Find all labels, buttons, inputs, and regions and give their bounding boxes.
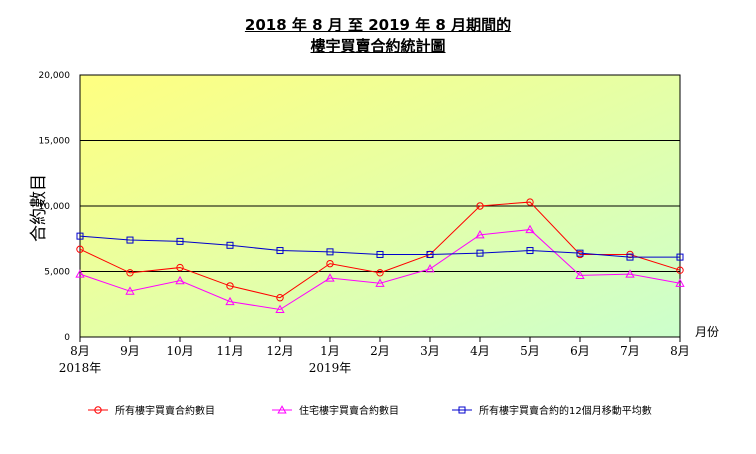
- data-point: [226, 282, 234, 290]
- data-point: [175, 275, 185, 285]
- legend-marker: [94, 406, 102, 414]
- series-line: [79, 201, 681, 299]
- legend-marker: [277, 405, 287, 414]
- x-tick-label: 9月: [120, 344, 140, 358]
- series-3: [76, 232, 684, 261]
- chart-title-line1: 2018 年 8 月 至 2019 年 8 月期間的: [244, 16, 512, 34]
- data-point: [676, 253, 684, 261]
- data-point: [75, 269, 85, 278]
- x-year-label: 2018年: [59, 361, 102, 375]
- data-point: [376, 250, 384, 258]
- data-point: [326, 259, 334, 268]
- data-point: [276, 247, 284, 255]
- data-point: [326, 248, 334, 256]
- data-point: [526, 198, 534, 206]
- y-tick-label: 0: [64, 333, 70, 343]
- data-point: [476, 202, 484, 210]
- legend-item-3: 所有樓宇買賣合約的12個月移動平均數: [452, 404, 652, 417]
- data-point: [526, 247, 534, 255]
- series-line: [79, 235, 680, 258]
- x-tick-label: 11月: [216, 344, 243, 358]
- data-point: [426, 250, 434, 258]
- legend-item-2: 住宅樓宇買賣合約數目: [272, 404, 399, 417]
- data-point: [626, 253, 634, 261]
- x-tick-label: 4月: [470, 344, 490, 358]
- y-axis-title: 合約數目: [29, 174, 49, 242]
- data-point: [425, 264, 435, 273]
- data-point: [176, 237, 184, 245]
- data-point: [225, 296, 235, 306]
- data-point: [525, 224, 535, 234]
- x-tick-label: 2月: [370, 344, 390, 358]
- data-point: [276, 294, 284, 302]
- y-tick-label: 5,000: [44, 268, 70, 278]
- data-point: [226, 241, 234, 249]
- series-2: [75, 224, 685, 314]
- legend-item-1: 所有樓宇買賣合約數目: [88, 404, 215, 417]
- data-point: [325, 273, 335, 282]
- data-point: [576, 249, 584, 257]
- chart-title-line2: 樓宇買賣合約統計圖: [310, 37, 446, 55]
- x-tick-label: 12月: [266, 344, 293, 358]
- data-point: [476, 249, 484, 257]
- x-tick-label: 8月: [670, 344, 690, 358]
- x-tick-label: 8月: [70, 344, 90, 358]
- data-point: [275, 304, 285, 314]
- data-point: [176, 263, 184, 272]
- legend-label: 所有樓宇買賣合約數目: [115, 404, 215, 417]
- x-axis-title: 月份: [695, 325, 719, 339]
- x-tick-label: 7月: [620, 344, 640, 358]
- x-tick-label: 1月: [320, 344, 340, 358]
- legend-label: 所有樓宇買賣合約的12個月移動平均數: [479, 404, 652, 417]
- y-tick-label: 10,000: [39, 202, 71, 212]
- data-point: [675, 278, 685, 287]
- x-tick-label: 6月: [570, 344, 590, 358]
- series-line: [79, 229, 681, 311]
- data-point: [126, 269, 134, 277]
- data-point: [76, 232, 84, 240]
- x-year-label: 2019年: [309, 361, 352, 375]
- data-point: [475, 229, 485, 239]
- y-tick-label: 15,000: [39, 137, 71, 147]
- data-point: [676, 266, 684, 274]
- data-point: [575, 270, 585, 279]
- x-tick-label: 10月: [166, 344, 193, 358]
- data-point: [76, 245, 84, 253]
- x-tick-label: 3月: [420, 344, 440, 358]
- x-tick-label: 5月: [520, 344, 540, 358]
- legend-label: 住宅樓宇買賣合約數目: [299, 404, 399, 417]
- data-point: [625, 269, 635, 278]
- data-point: [126, 236, 134, 244]
- data-point: [376, 269, 384, 277]
- legend-marker: [458, 406, 466, 414]
- data-point: [375, 278, 385, 287]
- y-tick-label: 20,000: [39, 71, 71, 81]
- data-point: [125, 286, 135, 295]
